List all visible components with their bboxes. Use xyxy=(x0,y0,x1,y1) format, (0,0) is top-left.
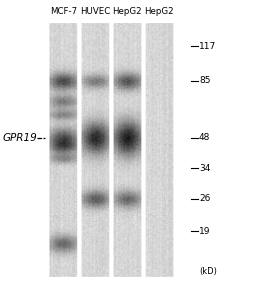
Text: 34: 34 xyxy=(198,164,210,173)
Text: HepG2: HepG2 xyxy=(112,8,141,16)
Text: 117: 117 xyxy=(198,42,215,51)
Text: HUVEC: HUVEC xyxy=(80,8,110,16)
Text: GPR19: GPR19 xyxy=(3,133,37,143)
Text: 48: 48 xyxy=(198,133,210,142)
Text: 85: 85 xyxy=(198,76,210,85)
Text: (kD): (kD) xyxy=(198,267,216,276)
Text: MCF-7: MCF-7 xyxy=(50,8,76,16)
Text: 26: 26 xyxy=(198,194,210,203)
Text: HepG2: HepG2 xyxy=(144,8,173,16)
Text: 19: 19 xyxy=(198,227,210,236)
